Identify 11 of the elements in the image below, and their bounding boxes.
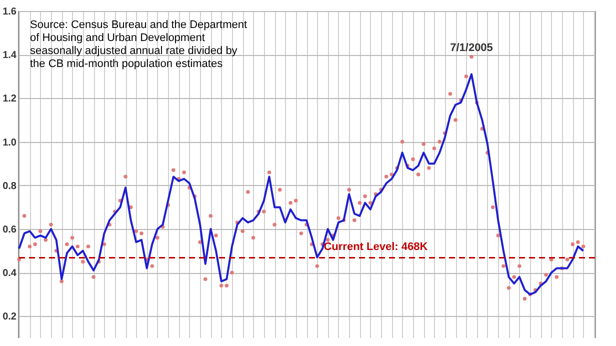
- y-tick-label: 1.2: [2, 94, 17, 105]
- y-tick-label: 0.4: [2, 268, 17, 280]
- ref-line-label: Current Level: 468K: [324, 240, 428, 253]
- y-tick-label: 0.8: [2, 180, 17, 192]
- y-tick-label: 1.6: [2, 6, 17, 18]
- annotation: Source: Census Bureau and the Department of Housing and Urban Development seasonally adjusted annual rate divided by the CB mid-month population estimates: [30, 19, 248, 70]
- y-tick-label: 1.0: [2, 137, 17, 148]
- y-tick-label: 0.6: [2, 224, 17, 236]
- y-tick-label: 0.2: [2, 312, 17, 323]
- annotation: 7/1/2005: [450, 42, 493, 54]
- y-tick-label: 1.4: [2, 50, 17, 62]
